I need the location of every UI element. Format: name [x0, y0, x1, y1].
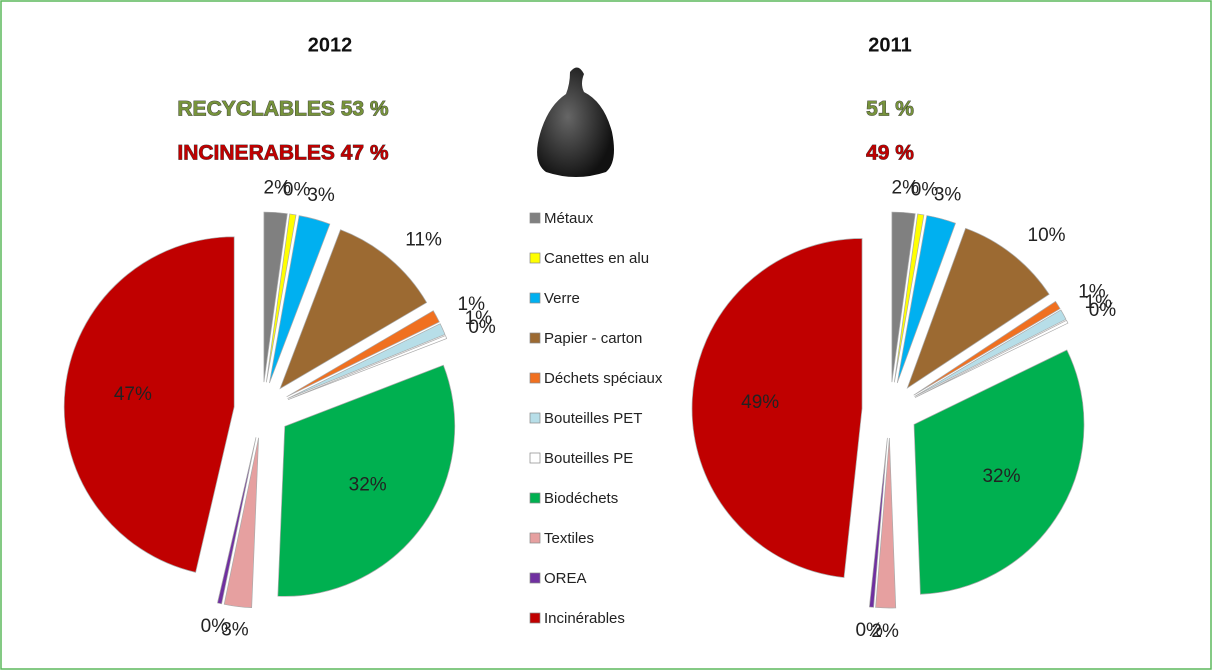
- pie-slice: [217, 437, 257, 605]
- legend-label: Verre: [544, 290, 580, 307]
- pie-slice: [287, 335, 448, 401]
- data-label: 11%: [405, 229, 442, 250]
- pie-slice: [286, 310, 440, 398]
- data-label: 1%: [465, 308, 493, 329]
- legend-label: Biodéchets: [544, 490, 618, 507]
- legend-swatch: [529, 612, 541, 624]
- data-label: 47%: [114, 384, 152, 405]
- data-label: 3%: [934, 185, 962, 206]
- pie-slice: [287, 323, 446, 399]
- pie-slice: [913, 300, 1061, 396]
- data-label: 1%: [1085, 292, 1113, 313]
- chart-title: 2011: [868, 34, 911, 56]
- legend-label: Bouteilles PE: [544, 450, 633, 467]
- legend-label: Textiles: [544, 530, 594, 547]
- legend-swatch: [529, 332, 541, 344]
- data-label: 0%: [855, 620, 883, 641]
- data-label: 0%: [201, 616, 229, 637]
- data-label: 3%: [221, 619, 249, 640]
- pie-slice: [263, 211, 288, 383]
- pie-slice: [914, 309, 1067, 397]
- data-label: 49%: [741, 392, 779, 413]
- legend-swatch: [529, 412, 541, 424]
- data-label: 1%: [1078, 281, 1106, 302]
- pie-slice: [914, 319, 1069, 398]
- data-label: 1%: [458, 294, 486, 315]
- data-label: 32%: [982, 466, 1020, 487]
- annotation: 49 %: [866, 142, 914, 165]
- pie-slice: [891, 211, 916, 383]
- legend-swatch: [529, 372, 541, 384]
- data-label: 32%: [349, 475, 387, 496]
- pie-slice: [269, 215, 331, 384]
- pie-slice: [63, 236, 235, 573]
- trash-bag: [537, 67, 614, 177]
- pie-slice: [913, 349, 1085, 595]
- legend-swatch: [529, 292, 541, 304]
- data-label: 2%: [264, 178, 292, 199]
- data-label: 0%: [1089, 300, 1117, 321]
- pie-slice: [223, 437, 259, 609]
- annotation: 51 %: [866, 98, 914, 121]
- annotation: INCINERABLES 47 %: [177, 142, 389, 165]
- legend-label: Incinérables: [544, 610, 625, 627]
- chart-title: 2012: [308, 34, 353, 56]
- legend-label: Canettes en alu: [544, 250, 649, 267]
- pie-slice: [277, 364, 456, 597]
- pie-slice: [691, 238, 863, 578]
- pie-slice: [894, 213, 925, 383]
- pie-slice: [896, 215, 956, 384]
- legend-swatch: [529, 252, 541, 264]
- pie-slice: [868, 437, 888, 608]
- data-label: 0%: [911, 180, 939, 201]
- pie-slice: [279, 229, 428, 390]
- data-label: 0%: [468, 317, 496, 338]
- legend-label: Papier - carton: [544, 330, 642, 347]
- pie-slice: [266, 213, 297, 383]
- legend-swatch: [529, 452, 541, 464]
- legend-label: Métaux: [544, 210, 594, 227]
- pie-slice: [906, 227, 1050, 389]
- legend-swatch: [529, 532, 541, 544]
- data-label: 2%: [871, 621, 899, 642]
- legend-swatch: [529, 572, 541, 584]
- data-label: 2%: [892, 178, 920, 199]
- legend-swatch: [529, 492, 541, 504]
- data-label: 3%: [307, 185, 335, 206]
- legend-label: OREA: [544, 570, 587, 587]
- legend-label: Bouteilles PET: [544, 410, 642, 427]
- legend-swatch: [529, 212, 541, 224]
- data-label: 10%: [1028, 225, 1066, 246]
- annotation: RECYCLABLES 53 %: [177, 98, 389, 121]
- legend-label: Déchets spéciaux: [544, 370, 663, 387]
- pie-slice: [875, 437, 897, 609]
- data-label: 0%: [283, 180, 311, 201]
